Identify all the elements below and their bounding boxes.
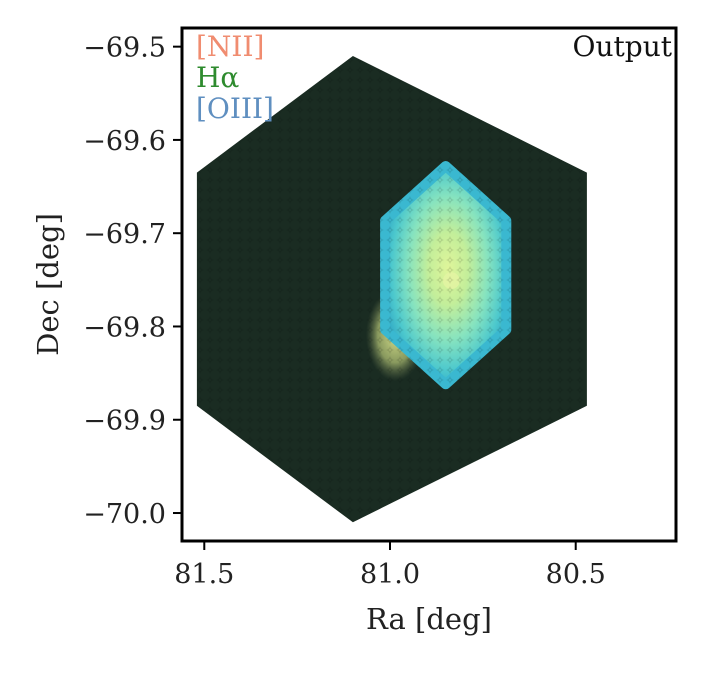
legend-entry: [OIII]	[196, 92, 274, 125]
x-tick-label: 81.0	[360, 559, 420, 590]
panel-label: Output	[573, 30, 673, 63]
legend-entry: Hα	[196, 61, 239, 94]
x-tick-label: 80.5	[546, 559, 606, 590]
y-tick-label: −69.8	[83, 312, 166, 343]
legend-entry: [NII]	[196, 30, 264, 63]
x-tick-label: 81.5	[174, 559, 234, 590]
y-axis-label: Dec [deg]	[31, 213, 65, 356]
axes-frame	[180, 26, 678, 543]
y-tick-label: −69.6	[83, 126, 166, 157]
y-tick-label: −69.9	[83, 406, 166, 437]
x-axis-label: Ra [deg]	[366, 602, 492, 636]
legend: [NII]Hα[OIII]	[196, 30, 274, 125]
spaxel-grid	[196, 56, 587, 523]
y-tick-label: −69.7	[83, 219, 166, 250]
y-tick-label: −69.5	[83, 33, 166, 64]
y-tick-label: −70.0	[83, 499, 166, 530]
